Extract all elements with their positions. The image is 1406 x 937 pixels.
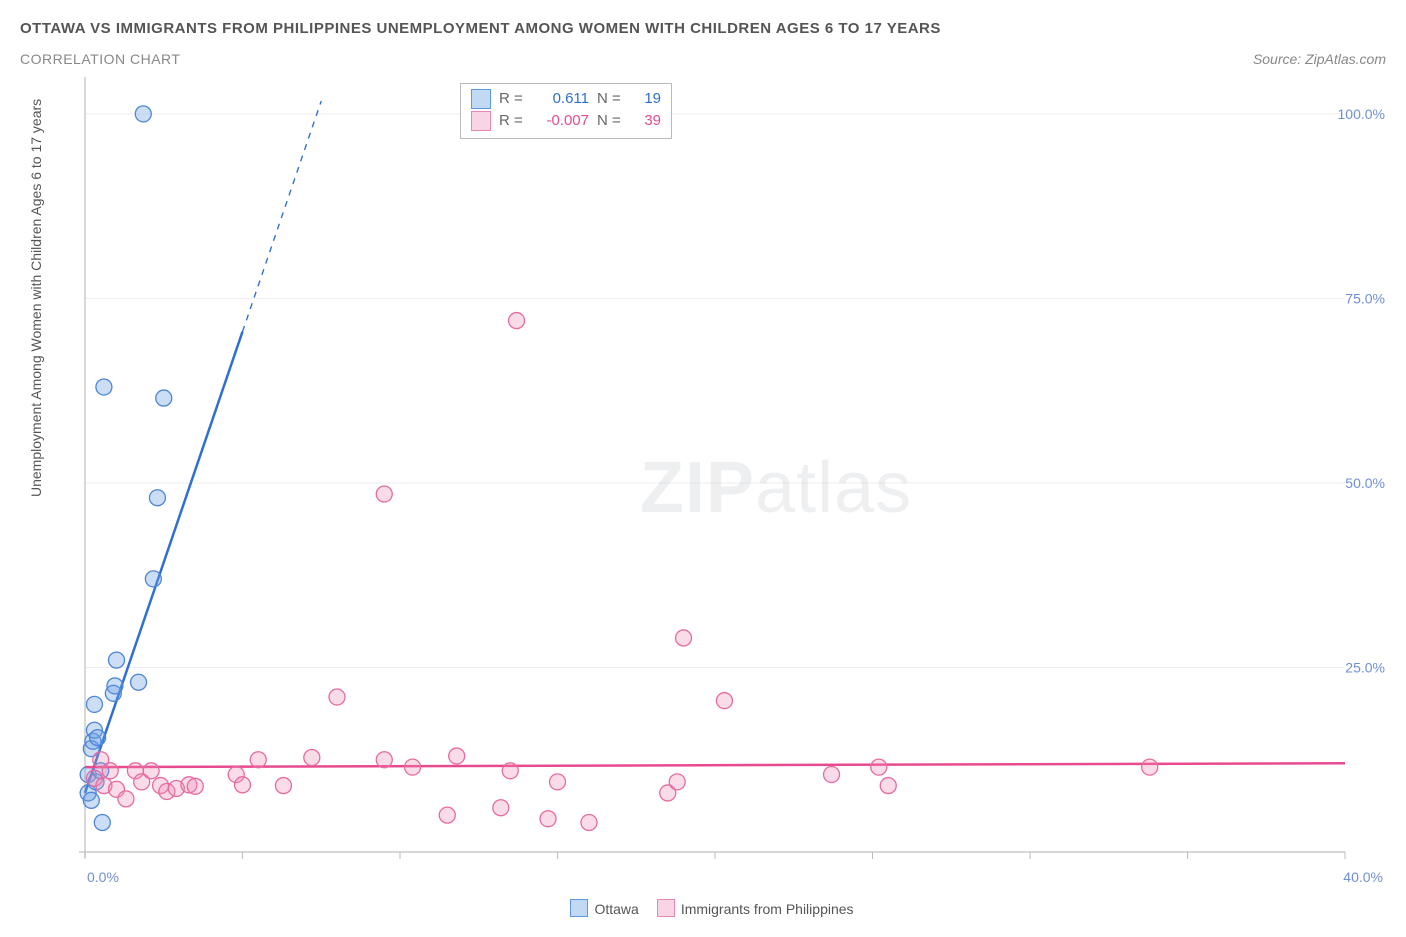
n-label: N =: [597, 88, 625, 110]
r-label: R =: [499, 88, 527, 110]
r-label: R =: [499, 110, 527, 132]
series-swatch: [471, 111, 491, 131]
source-label: Source: ZipAtlas.com: [1253, 51, 1386, 67]
svg-text:25.0%: 25.0%: [1345, 659, 1385, 675]
svg-text:50.0%: 50.0%: [1345, 475, 1385, 491]
r-value: 0.611: [535, 88, 589, 110]
header-row: CORRELATION CHART Source: ZipAtlas.com: [20, 51, 1386, 67]
legend-swatch: [570, 899, 588, 917]
svg-text:75.0%: 75.0%: [1345, 290, 1385, 306]
legend-label: Immigrants from Philippines: [681, 901, 854, 917]
n-value: 19: [633, 88, 661, 110]
n-value: 39: [633, 110, 661, 132]
svg-text:40.0%: 40.0%: [1343, 869, 1383, 885]
series-swatch: [471, 89, 491, 109]
page-title-line2: CORRELATION CHART: [20, 51, 180, 67]
n-label: N =: [597, 110, 625, 132]
correlation-stats-box: R = 0.611 N = 19 R = -0.007 N = 39: [460, 83, 672, 139]
stat-row: R = -0.007 N = 39: [471, 110, 661, 132]
legend-swatch: [657, 899, 675, 917]
legend-label: Ottawa: [594, 901, 638, 917]
y-axis-label: Unemployment Among Women with Children A…: [28, 99, 44, 497]
svg-text:100.0%: 100.0%: [1338, 106, 1385, 122]
correlation-chart: Unemployment Among Women with Children A…: [20, 77, 1386, 917]
stat-row: R = 0.611 N = 19: [471, 88, 661, 110]
chart-svg: 25.0% 50.0% 75.0% 100.0% 0.0% 40.0%: [20, 77, 1386, 917]
r-value: -0.007: [535, 110, 589, 132]
page-title-line1: OTTAWA VS IMMIGRANTS FROM PHILIPPINES UN…: [20, 20, 1386, 37]
svg-text:0.0%: 0.0%: [87, 869, 119, 885]
series-legend: Ottawa Immigrants from Philippines: [20, 899, 1386, 917]
